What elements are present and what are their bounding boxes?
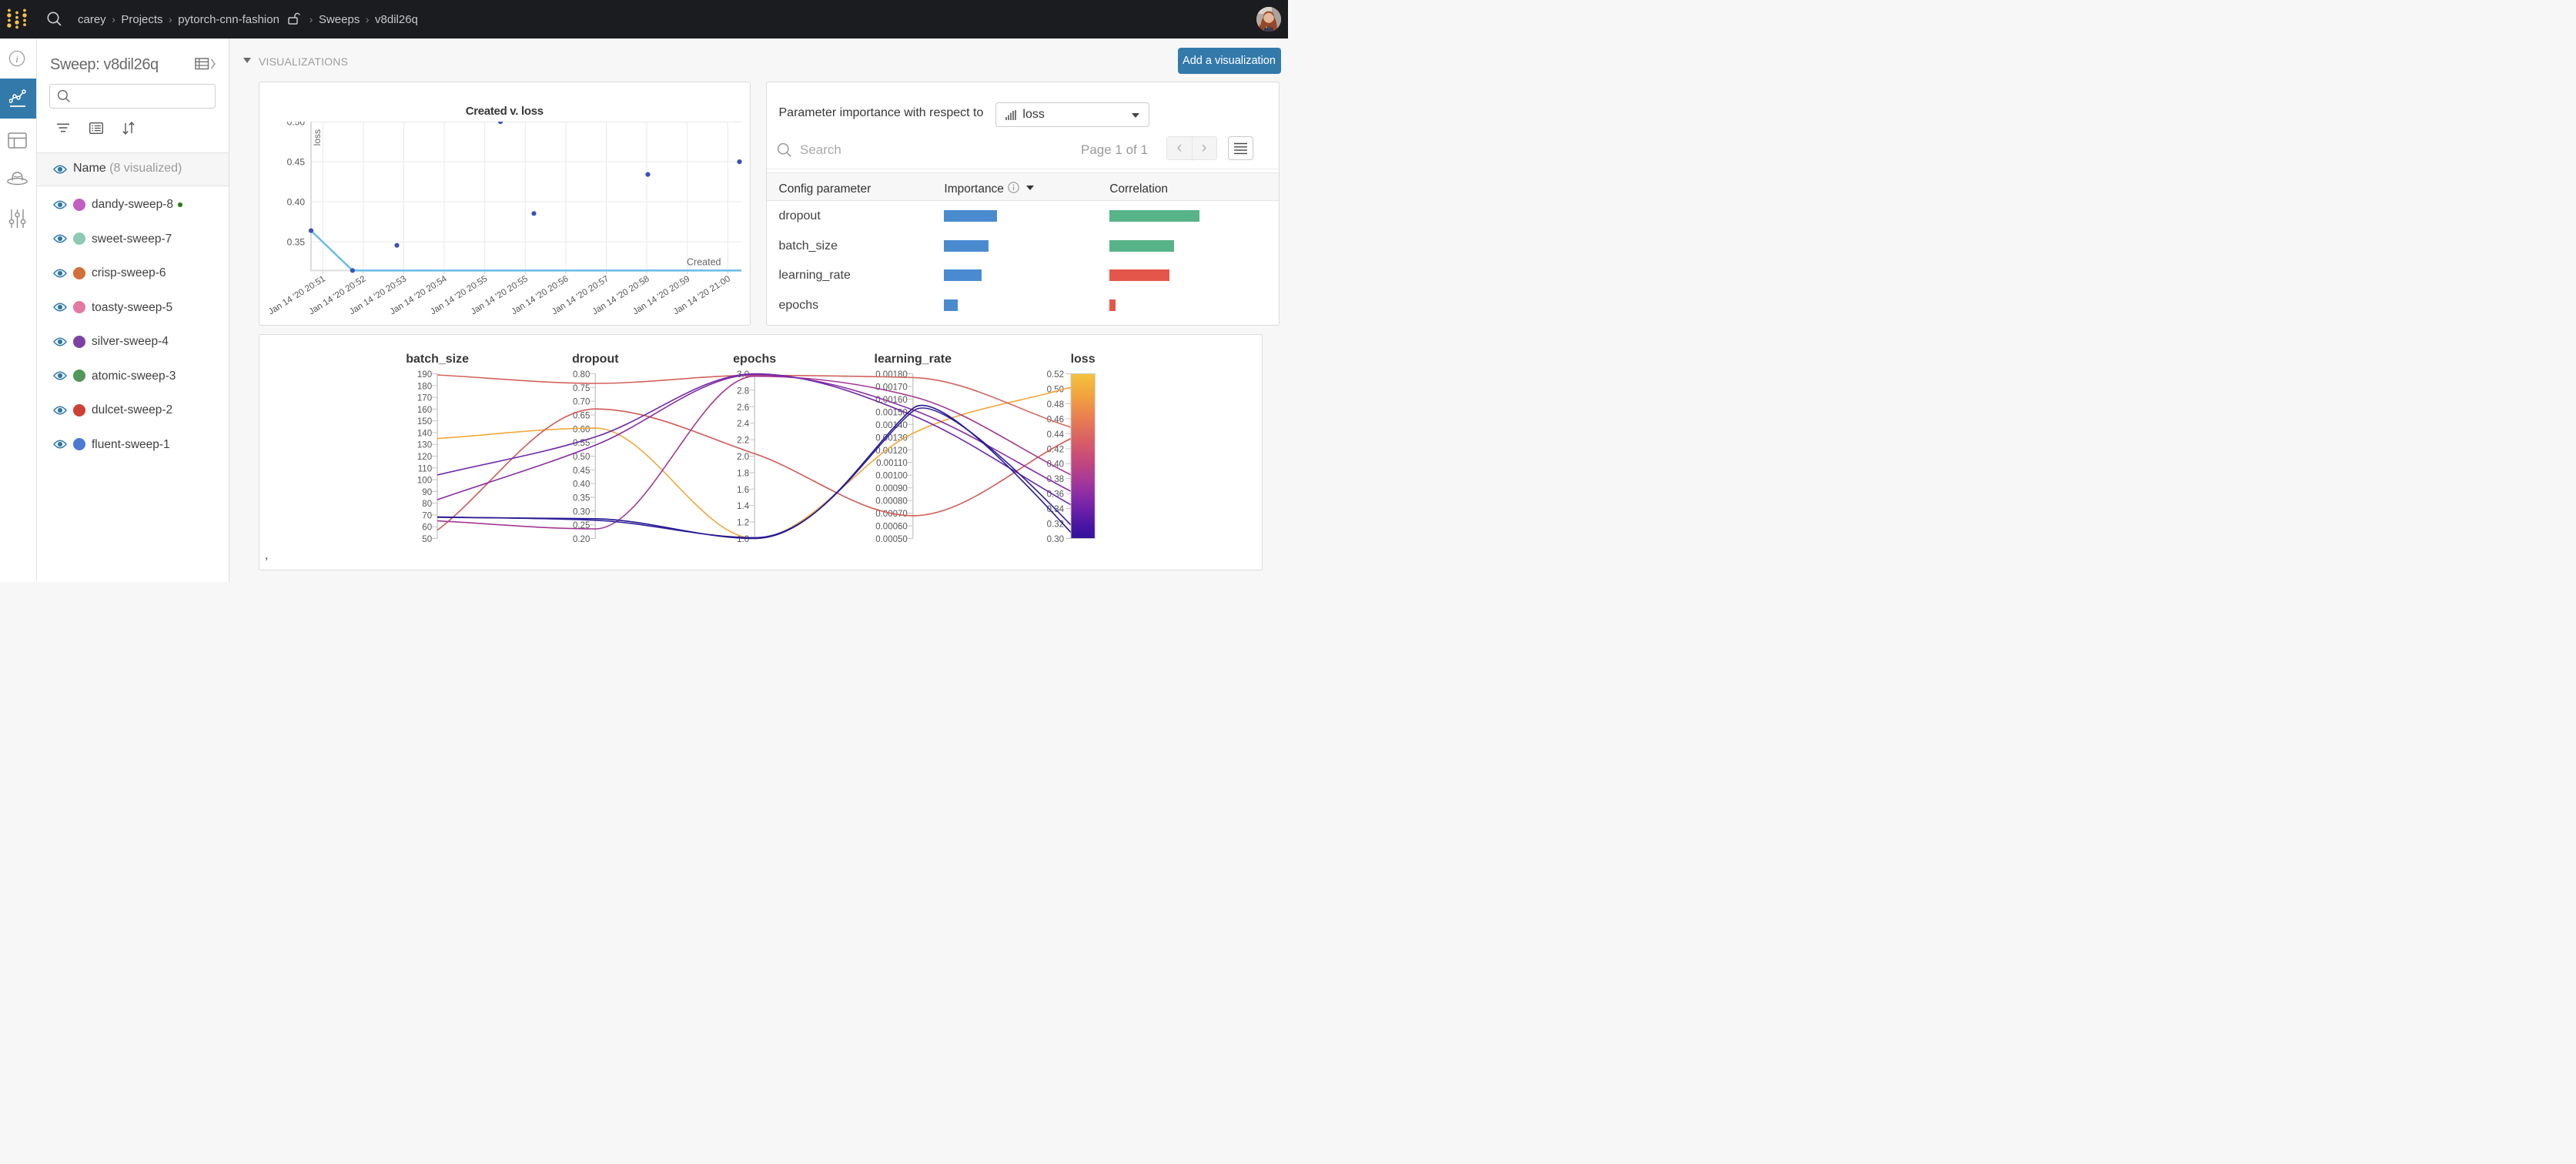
svg-text:0.00100: 0.00100 [875, 471, 908, 480]
svg-text:180: 180 [417, 382, 431, 391]
svg-text:0.30: 0.30 [572, 507, 589, 517]
svg-text:0.48: 0.48 [1046, 400, 1063, 409]
svg-text:0.46: 0.46 [1046, 415, 1063, 424]
svg-text:i: i [15, 53, 18, 65]
svg-text:0.00110: 0.00110 [876, 459, 908, 468]
svg-text:90: 90 [422, 487, 432, 497]
svg-text:190: 190 [417, 370, 431, 380]
svg-text:0.00050: 0.00050 [875, 535, 908, 544]
svg-text:0.35: 0.35 [286, 237, 305, 248]
svg-text:0.45: 0.45 [286, 157, 305, 168]
svg-text:150: 150 [417, 417, 431, 426]
svg-text:50: 50 [422, 535, 432, 544]
svg-text:0.40: 0.40 [286, 197, 305, 208]
svg-text:0.40: 0.40 [1046, 460, 1063, 469]
svg-text:2.8: 2.8 [737, 386, 749, 396]
svg-text:1.4: 1.4 [737, 502, 750, 511]
svg-text:170: 170 [417, 393, 431, 403]
svg-text:0.00150: 0.00150 [875, 408, 908, 417]
svg-text:0.50: 0.50 [572, 453, 589, 462]
svg-text:0.60: 0.60 [572, 425, 589, 434]
svg-text:2.6: 2.6 [737, 403, 749, 412]
svg-text:0.50: 0.50 [286, 122, 305, 128]
svg-text:0.65: 0.65 [572, 411, 589, 420]
svg-text:batch_size: batch_size [406, 353, 469, 366]
svg-text:0.00140: 0.00140 [875, 420, 908, 430]
svg-text:1.8: 1.8 [737, 469, 749, 478]
svg-text:120: 120 [417, 453, 431, 462]
svg-text:0.52: 0.52 [1046, 370, 1063, 380]
svg-text:140: 140 [417, 429, 431, 438]
svg-text:0.40: 0.40 [572, 480, 589, 489]
svg-text:learning_rate: learning_rate [874, 353, 952, 366]
svg-text:0.70: 0.70 [572, 397, 589, 406]
svg-text:2.0: 2.0 [737, 453, 749, 462]
svg-text:0.00090: 0.00090 [875, 484, 908, 493]
svg-text:dropout: dropout [572, 353, 619, 366]
svg-text:0.42: 0.42 [1046, 445, 1063, 454]
svg-text:0.20: 0.20 [572, 535, 589, 544]
svg-text:0.30: 0.30 [1046, 535, 1063, 544]
svg-text:0.45: 0.45 [572, 466, 589, 475]
svg-text:0.36: 0.36 [1046, 490, 1063, 499]
svg-text:0.00160: 0.00160 [875, 395, 908, 404]
svg-text:0.00180: 0.00180 [875, 370, 908, 380]
svg-text:0.80: 0.80 [572, 370, 589, 380]
svg-text:0.32: 0.32 [1046, 520, 1063, 529]
svg-text:2.4: 2.4 [737, 420, 750, 429]
svg-text:100: 100 [417, 476, 431, 485]
svg-text:0.35: 0.35 [572, 493, 589, 503]
svg-text:110: 110 [417, 464, 431, 473]
svg-text:0.38: 0.38 [1046, 475, 1063, 484]
svg-text:0.00060: 0.00060 [875, 522, 908, 531]
svg-text:epochs: epochs [733, 353, 776, 366]
svg-text:2.2: 2.2 [737, 436, 749, 445]
svg-text:0.00080: 0.00080 [875, 497, 908, 506]
svg-text:0.75: 0.75 [572, 383, 589, 393]
svg-text:1.2: 1.2 [737, 518, 749, 527]
svg-text:0.44: 0.44 [1046, 430, 1064, 439]
svg-text:1.6: 1.6 [737, 485, 749, 494]
svg-text:0.55: 0.55 [572, 439, 589, 448]
svg-text:0.00120: 0.00120 [875, 446, 908, 455]
svg-text:60: 60 [422, 523, 432, 532]
svg-text:Created: Created [687, 257, 721, 268]
svg-text:80: 80 [422, 500, 432, 509]
svg-text:130: 130 [417, 440, 431, 450]
svg-text:70: 70 [422, 511, 432, 520]
svg-text:loss: loss [312, 129, 323, 146]
svg-text:loss: loss [1070, 353, 1095, 366]
svg-text:160: 160 [417, 405, 431, 414]
